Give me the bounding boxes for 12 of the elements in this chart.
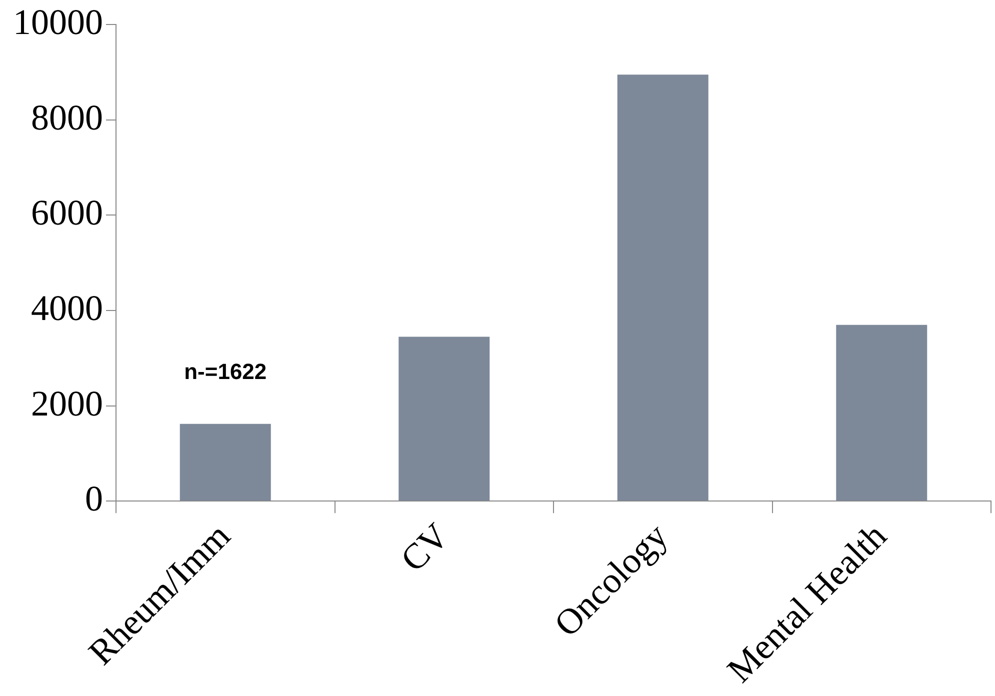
bar [617, 74, 708, 501]
bar [836, 324, 928, 501]
y-tick-label: 10000 [13, 2, 103, 42]
y-tick-label: 0 [85, 478, 103, 519]
y-tick-label: 2000 [31, 383, 103, 424]
y-tick-label: 6000 [31, 192, 103, 233]
y-tick-label: 4000 [31, 288, 103, 328]
bar [180, 424, 271, 501]
x-tick-label: CV [392, 515, 456, 580]
bar [398, 336, 490, 501]
y-tick-label: 8000 [31, 97, 103, 138]
data-label: n-=1622 [184, 358, 267, 384]
